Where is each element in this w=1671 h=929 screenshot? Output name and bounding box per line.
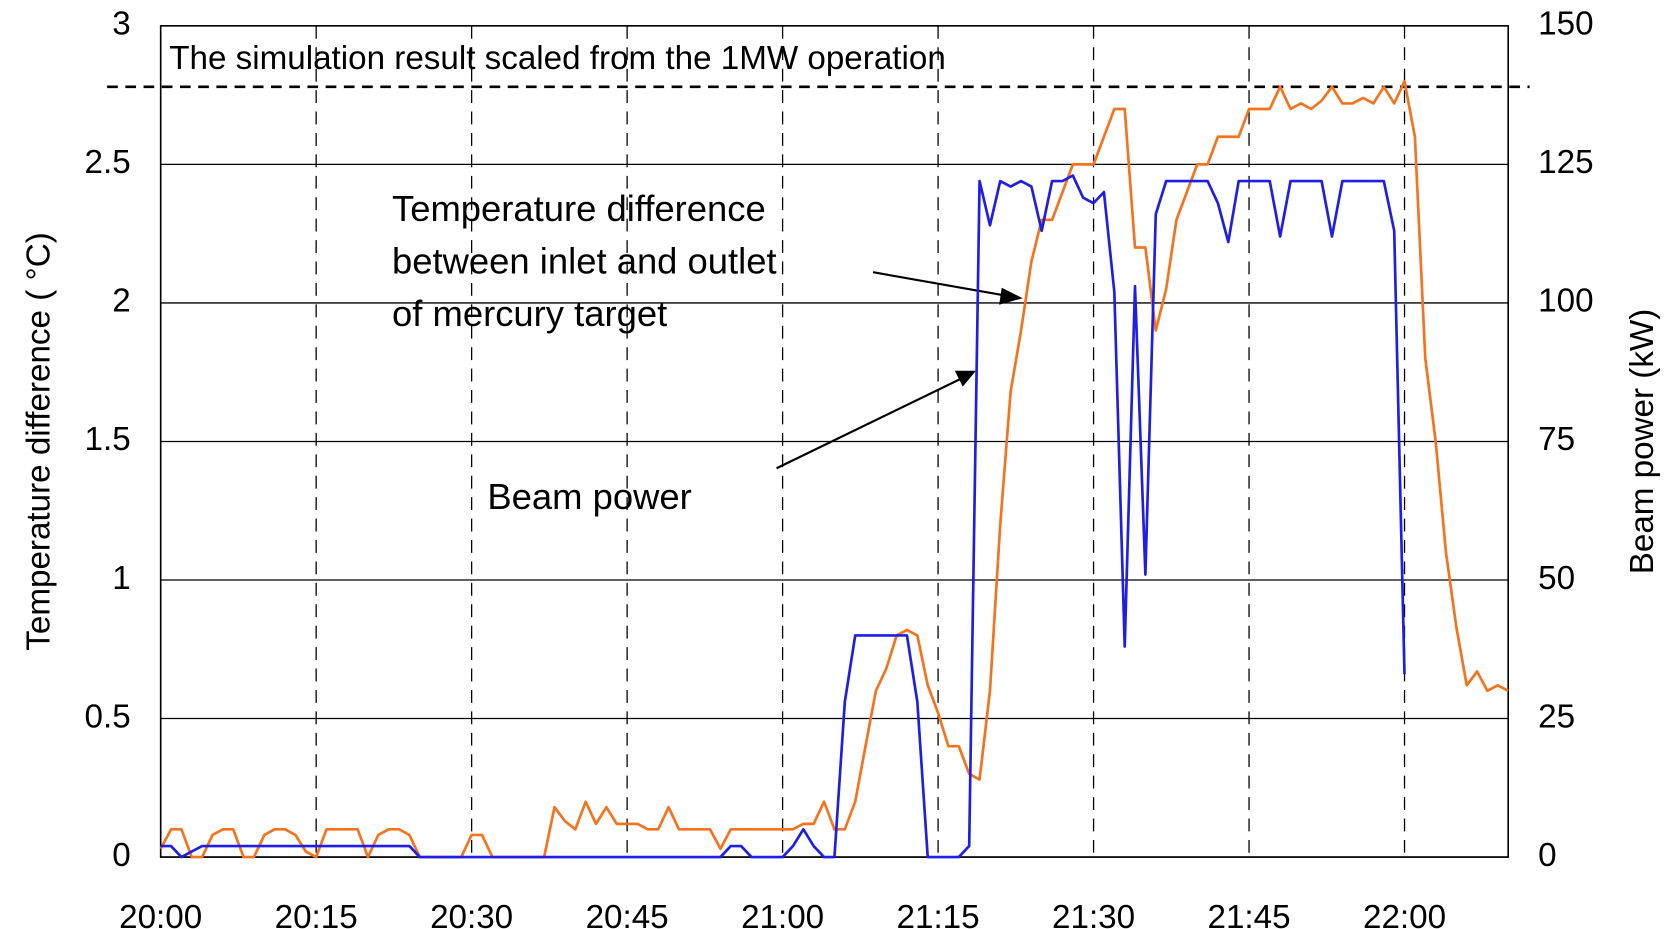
- x-tick-label: 20:45: [586, 899, 669, 929]
- y-tick-label: 2: [112, 283, 130, 320]
- data-line: [160, 174, 1406, 859]
- y2-tick-label: 150: [1538, 6, 1593, 43]
- reference-label: The simulation result scaled from the 1M…: [169, 40, 946, 77]
- x-tick-label: 21:45: [1208, 899, 1291, 929]
- y2-tick-label: 0: [1538, 837, 1556, 874]
- annotation: of mercury target: [392, 293, 667, 334]
- y-tick-label: 0.5: [85, 698, 131, 735]
- y2-tick-label: 100: [1538, 283, 1593, 320]
- y2-tick-label: 125: [1538, 144, 1593, 181]
- x-tick-label: 21:30: [1052, 899, 1135, 929]
- y2-tick-label: 75: [1538, 421, 1575, 458]
- annotation: between inlet and outlet: [392, 240, 777, 281]
- annotation: Temperature difference: [392, 188, 766, 229]
- y-tick-label: 1.5: [85, 421, 131, 458]
- y2-tick-label: 50: [1538, 560, 1575, 597]
- x-tick-label: 21:15: [897, 899, 980, 929]
- y2-tick-label: 25: [1538, 698, 1575, 735]
- arrowhead: [999, 287, 1023, 305]
- arrow: [776, 377, 963, 470]
- x-tick-label: 22:00: [1363, 899, 1446, 929]
- x-tick-label: 20:00: [119, 899, 202, 929]
- x-tick-label: 20:15: [275, 899, 358, 929]
- y-tick-label: 0: [112, 837, 130, 874]
- arrowhead: [954, 370, 976, 387]
- data-line: [159, 79, 1509, 859]
- arrows: [776, 271, 1023, 470]
- y-tick-label: 3: [112, 6, 130, 43]
- y-tick-label: 2.5: [85, 144, 131, 181]
- x-tick-label: 20:30: [430, 899, 513, 929]
- annotation: Beam power: [487, 476, 691, 517]
- y-axis-title: Temperature difference ( °C): [20, 232, 57, 650]
- x-tick-label: 21:00: [741, 899, 824, 929]
- y-tick-label: 1: [112, 560, 130, 597]
- y2-axis-title: Beam power (kW): [1624, 309, 1661, 575]
- arrow: [872, 271, 1008, 297]
